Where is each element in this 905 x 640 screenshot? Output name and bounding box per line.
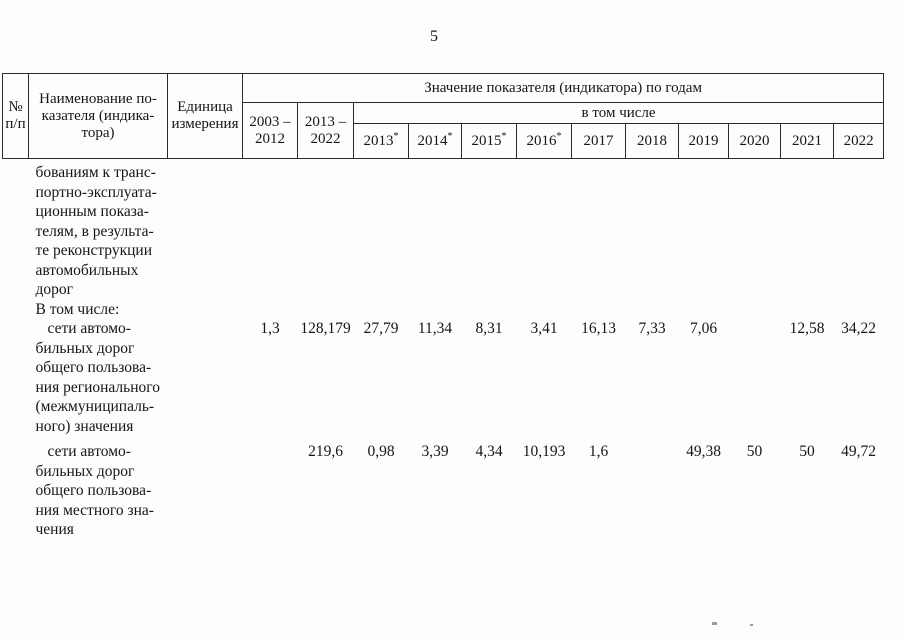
value-2014: 11,34 bbox=[417, 320, 453, 337]
value-2020 bbox=[729, 319, 781, 436]
value-2013: 27,79 bbox=[363, 320, 399, 337]
empty-cell bbox=[168, 319, 243, 436]
col-header-2022: 2022 bbox=[832, 123, 885, 159]
value-2017: 16,13 bbox=[581, 320, 616, 337]
col-header-including: в том числе bbox=[352, 102, 885, 124]
value-2020: 50 bbox=[746, 443, 763, 460]
asterisk-mark: * bbox=[447, 130, 453, 142]
indicator-name-local: сети автомо- бильных дорог общего пользо… bbox=[35, 443, 154, 538]
empty-cell bbox=[3, 159, 29, 300]
scan-speck bbox=[712, 622, 717, 625]
empty-cell bbox=[168, 159, 884, 300]
value-2018 bbox=[626, 436, 679, 540]
value-2015: 8,31 bbox=[475, 320, 503, 337]
subheader-label: В том числе: bbox=[35, 300, 120, 318]
value-2014: 3,39 bbox=[421, 443, 449, 460]
value-2019: 49,38 bbox=[686, 443, 721, 460]
value-2015: 4,34 bbox=[475, 443, 503, 460]
empty-cell bbox=[168, 436, 243, 540]
year-label: 2018 bbox=[637, 132, 667, 149]
page-number: 5 bbox=[430, 28, 438, 45]
scan-speck bbox=[750, 624, 753, 626]
col-header-indicator-name: Наименование по- казателя (индика- тора) bbox=[28, 73, 168, 159]
value-2013-2022: 219,6 bbox=[308, 443, 343, 460]
year-label: 2015 bbox=[471, 132, 502, 149]
table-row-regional: сети автомо- бильных дорог общего пользо… bbox=[3, 319, 884, 436]
empty-cell bbox=[168, 300, 884, 320]
asterisk-mark: * bbox=[393, 130, 399, 142]
empty-cell bbox=[3, 300, 29, 320]
table-header: № п/п Наименование по- казателя (индика-… bbox=[2, 73, 885, 159]
value-2016: 10,193 bbox=[522, 443, 566, 460]
indicator-name-regional: сети автомо- бильных дорог общего пользо… bbox=[35, 320, 161, 435]
header-row-years: 2013* 2014* 2015* 2016* 2017 2018 2019 2… bbox=[3, 123, 885, 159]
value-2022: 49,72 bbox=[841, 443, 876, 460]
header-row-2: 2003 – 2012 2013 – 2022 в том числе bbox=[3, 102, 885, 159]
value-2019: 7,06 bbox=[689, 320, 718, 337]
year-label: 2021 bbox=[792, 132, 822, 149]
table-body: бованиям к транс- портно-эксплуата- цион… bbox=[3, 159, 884, 540]
value-2018: 7,33 bbox=[638, 320, 666, 337]
col-header-number: № п/п bbox=[2, 73, 29, 159]
value-2016: 3,41 bbox=[530, 320, 558, 337]
col-header-values-group: Значение показателя (индикатора) по года… bbox=[241, 73, 885, 103]
table-row-continuation: бованиям к транс- портно-эксплуата- цион… bbox=[3, 159, 884, 300]
value-2003-2012: 1,3 bbox=[260, 320, 280, 337]
value-2017: 1,6 bbox=[588, 443, 609, 460]
value-2021: 50 bbox=[799, 443, 815, 460]
col-header-unit: Единица измерения bbox=[167, 73, 243, 159]
col-header-2017: 2017 bbox=[571, 123, 626, 159]
year-label: 2016 bbox=[526, 132, 557, 149]
col-header-2021: 2021 bbox=[780, 123, 834, 159]
year-label: 2020 bbox=[739, 132, 770, 149]
year-label: 2014 bbox=[417, 132, 448, 149]
indicator-name-continuation: бованиям к транс- портно-эксплуата- цион… bbox=[35, 164, 157, 298]
value-2013: 0,98 bbox=[367, 443, 395, 460]
value-2003-2012 bbox=[243, 436, 298, 540]
indicator-table: № п/п Наименование по- казателя (индика-… bbox=[2, 73, 885, 540]
value-2022: 34,22 bbox=[841, 320, 876, 337]
asterisk-mark: * bbox=[556, 130, 562, 142]
year-label: 2013 bbox=[363, 132, 394, 149]
table-row-subheader: В том числе: bbox=[3, 300, 884, 320]
col-header-2015: 2015* bbox=[461, 123, 517, 159]
col-header-2013-2022: 2013 – 2022 bbox=[297, 102, 354, 159]
col-header-2019: 2019 bbox=[678, 123, 729, 159]
col-header-2018: 2018 bbox=[625, 123, 679, 159]
year-label: 2022 bbox=[843, 132, 874, 149]
year-label: 2017 bbox=[583, 132, 614, 149]
col-header-2013: 2013* bbox=[353, 123, 409, 159]
header-row-1: № п/п Наименование по- казателя (индика-… bbox=[2, 73, 885, 159]
col-header-2016: 2016* bbox=[516, 123, 572, 159]
col-header-2003-2012: 2003 – 2012 bbox=[242, 102, 298, 159]
empty-cell bbox=[3, 319, 29, 436]
value-2013-2022: 128,179 bbox=[300, 320, 351, 337]
empty-cell bbox=[3, 436, 29, 540]
asterisk-mark: * bbox=[501, 130, 507, 142]
year-label: 2019 bbox=[688, 132, 719, 149]
col-header-2020: 2020 bbox=[728, 123, 781, 159]
table-row-local: сети автомо- бильных дорог общего пользо… bbox=[3, 436, 884, 540]
col-header-2014: 2014* bbox=[408, 123, 462, 159]
value-2021: 12,58 bbox=[789, 320, 825, 337]
